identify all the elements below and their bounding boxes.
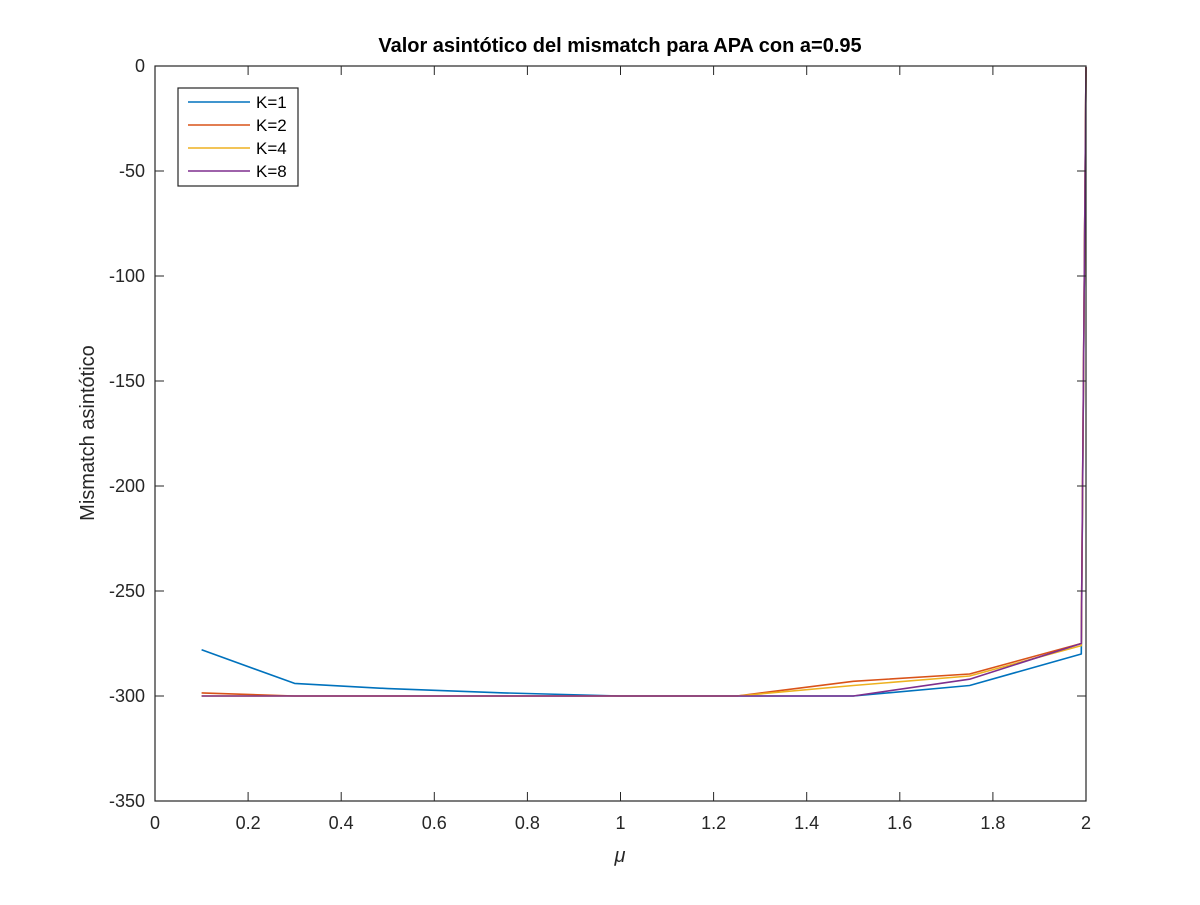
legend: K=1 K=2 K=4 K=8 [177,87,299,187]
legend-label-k-4: K=4 [256,139,287,158]
x-tick-label: 1.4 [794,813,819,833]
series-line-k-8 [201,67,1087,697]
x-tick-label: 0.6 [422,813,447,833]
series-layer [201,67,1087,697]
y-tick-label: -50 [119,161,145,181]
y-tick-label: -350 [109,791,145,811]
chart-title: Valor asintótico del mismatch para APA c… [378,35,861,57]
x-axis-title: μ [614,845,626,867]
y-tick-label: -300 [109,686,145,706]
x-tick-label: 1.8 [980,813,1005,833]
x-tick-label: 0.2 [236,813,261,833]
x-tick-label: 1.6 [887,813,912,833]
x-tick-label: 1 [615,813,625,833]
legend-box [177,87,299,187]
axes: 0 0.2 0.4 0.6 0.8 1 1.2 1.4 1.6 1.8 2 0 -50 -100 -150 -… [109,56,1091,833]
y-tick-label: 0 [135,56,145,76]
legend-label-k-8: K=8 [256,162,287,181]
legend-label-k-2: K=2 [256,116,287,135]
x-tick-label: 0.4 [329,813,354,833]
y-tick-label: -150 [109,371,145,391]
x-tick-label: 2 [1081,813,1091,833]
x-tick-label: 0 [150,813,160,833]
y-tick-label: -100 [109,266,145,286]
x-tick-label: 1.2 [701,813,726,833]
y-axis-title: Mismatch asintótico [77,345,99,521]
x-tick-label: 0.8 [515,813,540,833]
y-tick-label: -250 [109,581,145,601]
legend-label-k-1: K=1 [256,93,287,112]
y-tick-label: -200 [109,476,145,496]
